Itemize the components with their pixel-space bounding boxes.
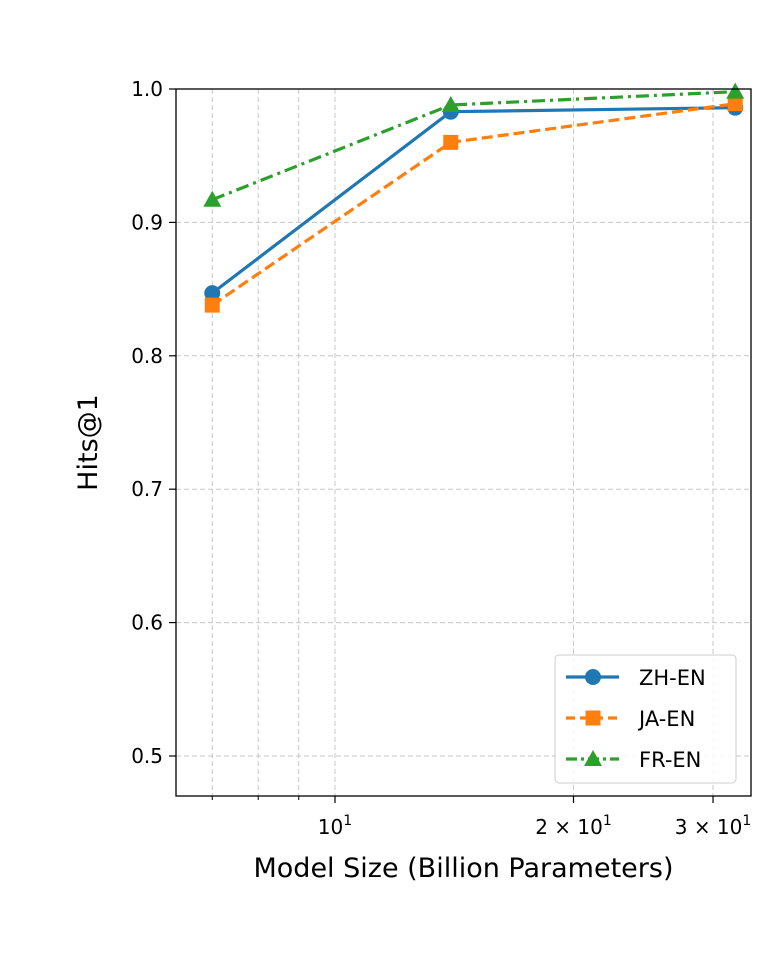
data-point-zh-en [204, 285, 221, 302]
plot-frame [175, 88, 752, 797]
y-tick-label: 0.7 [131, 477, 163, 501]
legend-marker-ja-en [585, 710, 601, 726]
legend-marker-fr-en [584, 750, 602, 766]
legend-label-ja-en: JA-EN [637, 707, 695, 731]
x-tick-label: 2 × 101 [535, 813, 612, 839]
series-fr-en [203, 82, 745, 207]
legend-entry-fr-en: FR-EN [566, 748, 701, 772]
series-line-ja-en [211, 102, 736, 307]
data-point-ja-en [204, 297, 220, 313]
y-tick-label: 0.8 [131, 344, 163, 368]
series-layer [203, 82, 745, 313]
tick-layer: 0.5 0.6 0.7 0.8 0.9 1.0 101 2 × 101 3 × 101 [131, 77, 751, 839]
series-line-fr-en [211, 90, 736, 202]
legend: ZH-EN JA-EN FR-EN [554, 654, 737, 784]
data-point-ja-en [443, 134, 459, 150]
series-zh-en [204, 99, 744, 302]
legend-label-fr-en: FR-EN [639, 748, 701, 772]
series-ja-en [204, 96, 743, 313]
data-point-ja-en [727, 96, 743, 112]
y-tick-label: 0.9 [131, 210, 163, 234]
legend-entry-zh-en: ZH-EN [566, 666, 706, 690]
data-point-fr-en [726, 82, 745, 99]
y-tick-label: 0.5 [131, 744, 163, 768]
x-tick-label: 3 × 101 [675, 813, 752, 839]
data-point-fr-en [203, 190, 222, 207]
x-tick-label: 101 [318, 813, 352, 839]
x-axis-title: Model Size (Billion Parameters) [253, 853, 673, 884]
legend-label-zh-en: ZH-EN [639, 666, 706, 690]
legend-box [554, 654, 737, 784]
grid-layer [176, 88, 751, 796]
legend-marker-zh-en [585, 669, 601, 685]
y-axis-title: Hits@1 [73, 394, 104, 491]
data-point-fr-en [441, 96, 460, 113]
series-line-zh-en [211, 106, 736, 295]
legend-entry-ja-en: JA-EN [566, 707, 695, 731]
y-tick-label: 1.0 [131, 77, 163, 101]
y-tick-label: 0.6 [131, 611, 163, 635]
